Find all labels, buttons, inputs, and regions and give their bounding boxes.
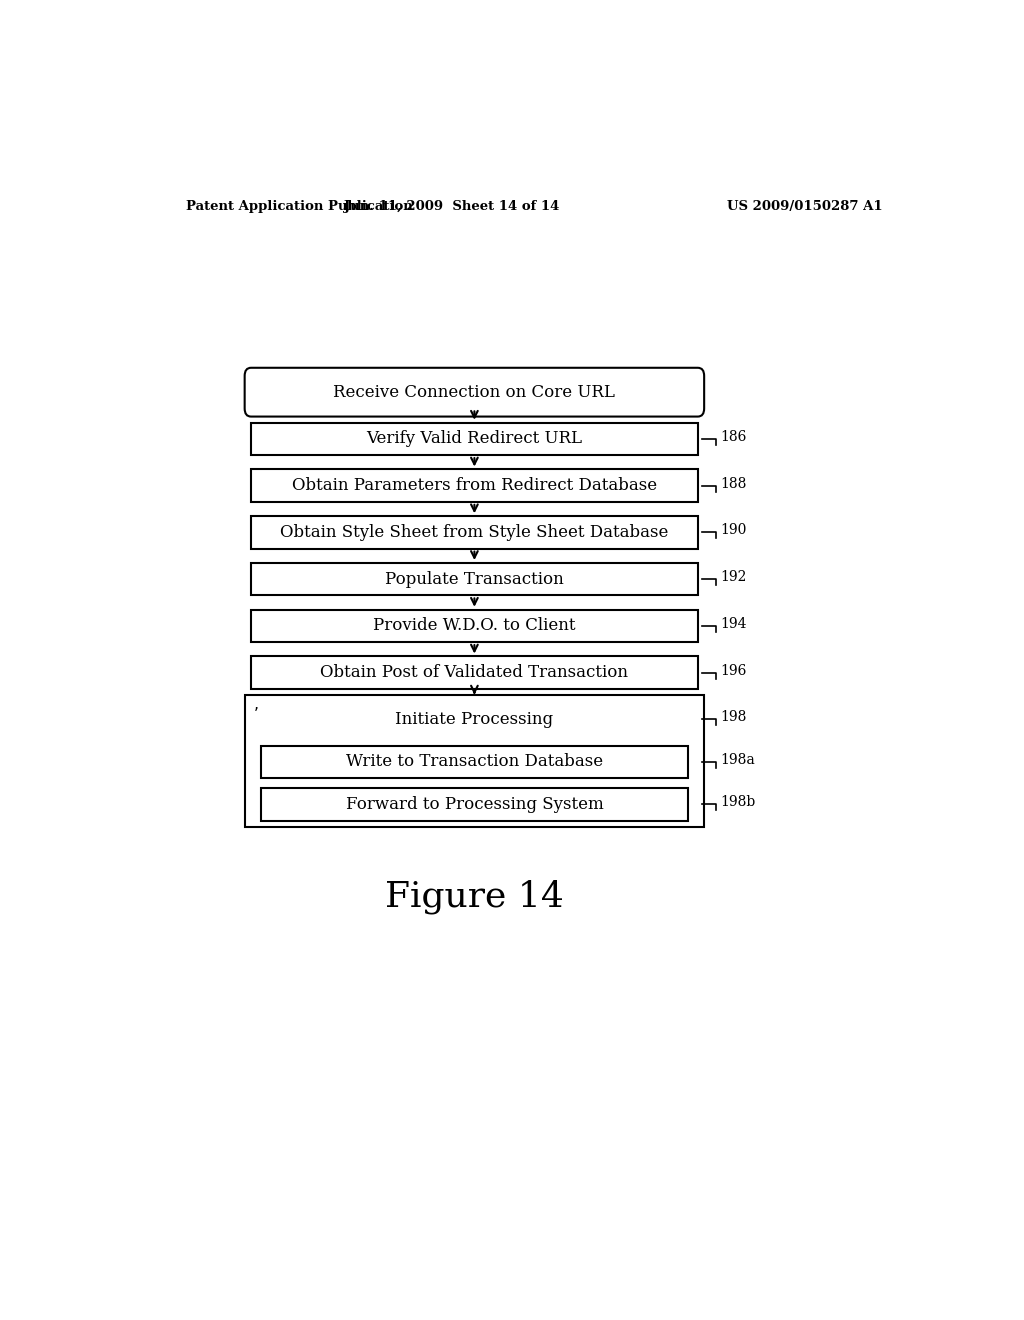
Bar [260, 746, 688, 779]
Text: 196: 196 [720, 664, 746, 677]
Text: Write to Transaction Database: Write to Transaction Database [346, 754, 603, 771]
Bar [260, 788, 688, 821]
Text: 186: 186 [720, 430, 746, 444]
Bar [251, 470, 697, 502]
FancyBboxPatch shape [245, 368, 705, 417]
Text: Populate Transaction: Populate Transaction [385, 570, 564, 587]
Bar [251, 516, 697, 549]
Text: Receive Connection on Core URL: Receive Connection on Core URL [334, 384, 615, 401]
Text: Initiate Processing: Initiate Processing [395, 711, 553, 727]
Bar [251, 562, 697, 595]
Text: ’: ’ [254, 708, 259, 722]
Text: 190: 190 [720, 524, 746, 537]
Text: Obtain Parameters from Redirect Database: Obtain Parameters from Redirect Database [292, 478, 657, 494]
Bar [251, 656, 697, 689]
Text: 198a: 198a [720, 752, 755, 767]
Text: Provide W.D.O. to Client: Provide W.D.O. to Client [373, 618, 575, 635]
Text: 188: 188 [720, 477, 746, 491]
Text: 198b: 198b [720, 796, 756, 809]
Bar [245, 696, 705, 826]
Text: Figure 14: Figure 14 [385, 879, 564, 915]
Text: Obtain Style Sheet from Style Sheet Database: Obtain Style Sheet from Style Sheet Data… [281, 524, 669, 541]
Bar [251, 422, 697, 455]
Text: Forward to Processing System: Forward to Processing System [345, 796, 603, 813]
Text: 198: 198 [720, 710, 746, 725]
Text: 194: 194 [720, 616, 746, 631]
Text: Jun. 11, 2009  Sheet 14 of 14: Jun. 11, 2009 Sheet 14 of 14 [344, 199, 559, 213]
Text: Verify Valid Redirect URL: Verify Valid Redirect URL [367, 430, 583, 447]
Text: Patent Application Publication: Patent Application Publication [186, 199, 413, 213]
Bar [251, 610, 697, 643]
Text: Obtain Post of Validated Transaction: Obtain Post of Validated Transaction [321, 664, 629, 681]
Text: US 2009/0150287 A1: US 2009/0150287 A1 [727, 199, 883, 213]
Text: 192: 192 [720, 570, 746, 585]
